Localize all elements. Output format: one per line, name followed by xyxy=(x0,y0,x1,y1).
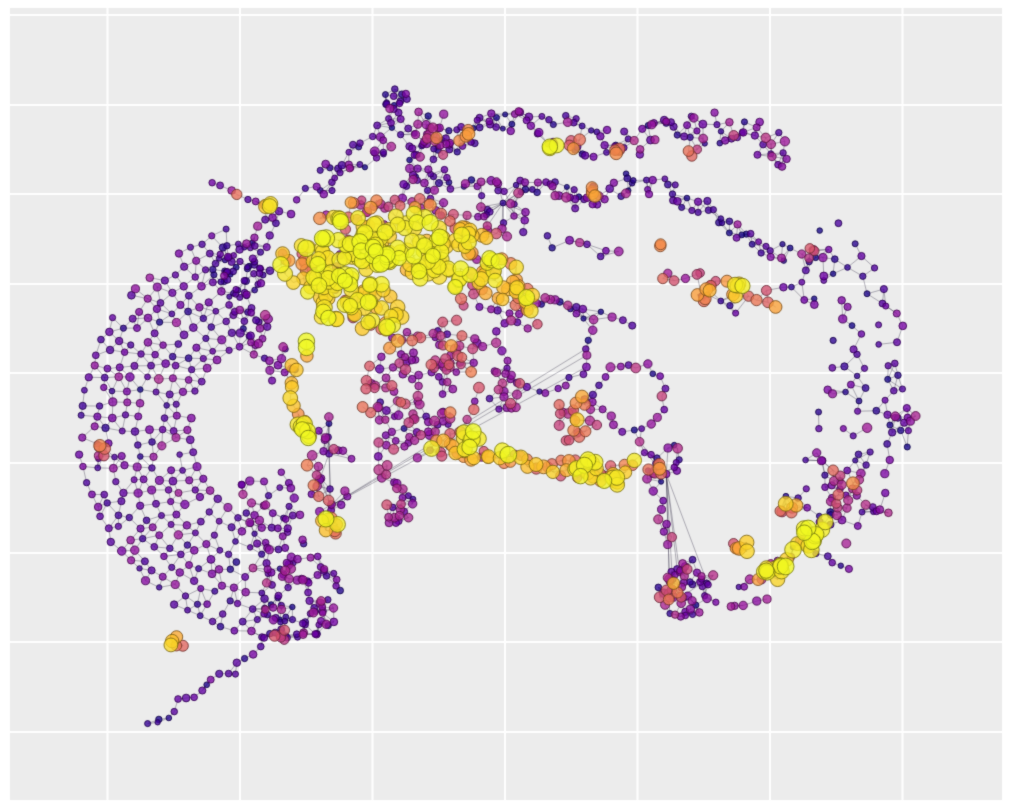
network-plot-canvas xyxy=(0,0,1011,811)
figure xyxy=(0,0,1011,811)
